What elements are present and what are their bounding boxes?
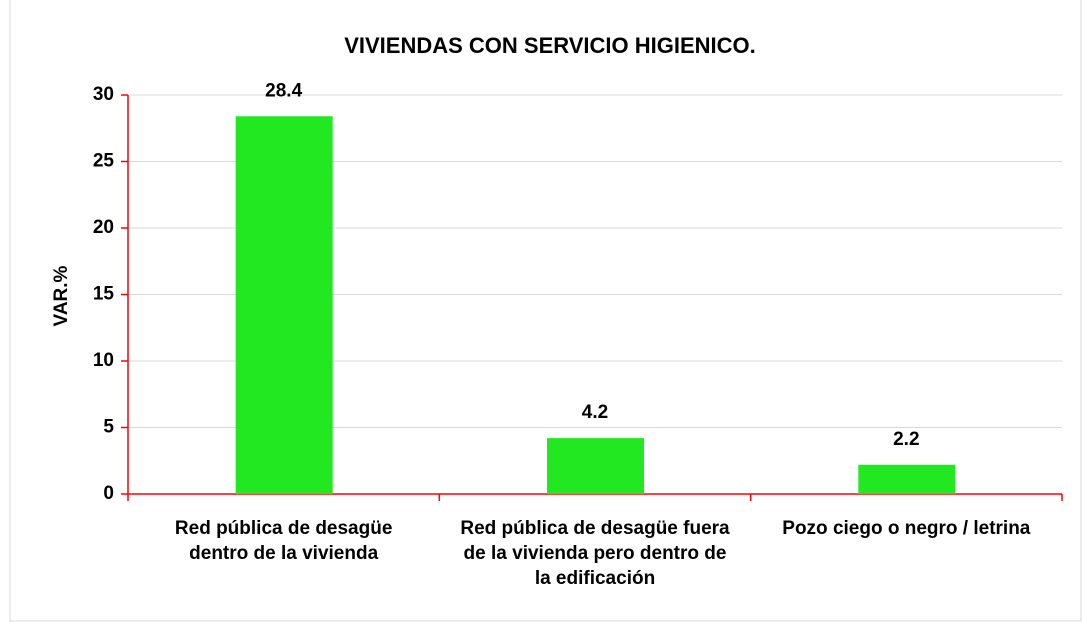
y-tick-label: 5 xyxy=(103,417,114,438)
y-tick-label: 30 xyxy=(93,84,114,105)
bar xyxy=(235,116,333,494)
x-tick-label: Red pública de desagüe fuera de la vivie… xyxy=(460,518,730,589)
value-label: 2.2 xyxy=(893,429,919,450)
bar xyxy=(547,438,644,494)
value-label: 28.4 xyxy=(265,80,302,101)
y-axis-label: VAR.% xyxy=(51,265,72,326)
chart-frame xyxy=(9,0,1082,622)
value-label: 4.2 xyxy=(582,402,608,423)
y-tick-label: 0 xyxy=(103,483,114,504)
bar xyxy=(858,464,956,494)
y-tick-label: 20 xyxy=(93,217,114,238)
chart-title: VIVIENDAS CON SERVICIO HIGIENICO. xyxy=(344,33,756,58)
y-tick-label: 25 xyxy=(93,151,115,172)
y-tick-label: 15 xyxy=(93,284,115,305)
x-tick-label: Red pública de desagüe dentro de la vivi… xyxy=(174,518,393,564)
y-tick-label: 10 xyxy=(93,350,114,371)
x-tick-label: Pozo ciego o negro / letrina xyxy=(782,518,1031,539)
